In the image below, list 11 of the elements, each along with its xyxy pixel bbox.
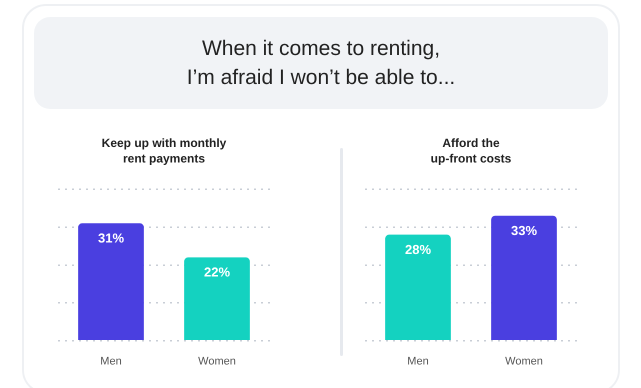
data-label: 28% bbox=[404, 242, 432, 257]
chart-title: Keep up with monthly rent payments bbox=[102, 136, 227, 166]
x-tick-label: Women bbox=[198, 355, 236, 368]
chart-title: Afford the up-front costs bbox=[430, 136, 512, 166]
x-tick-label: Men bbox=[100, 355, 122, 368]
x-tick-label: Men bbox=[407, 355, 429, 368]
data-label: 33% bbox=[510, 222, 538, 238]
text: When it comes to renting, I’m afraid I won’t be able to... bbox=[186, 36, 456, 91]
data-label: 31% bbox=[98, 230, 124, 246]
x-tick-label: Women bbox=[505, 355, 543, 368]
data-label: 22% bbox=[204, 264, 230, 280]
